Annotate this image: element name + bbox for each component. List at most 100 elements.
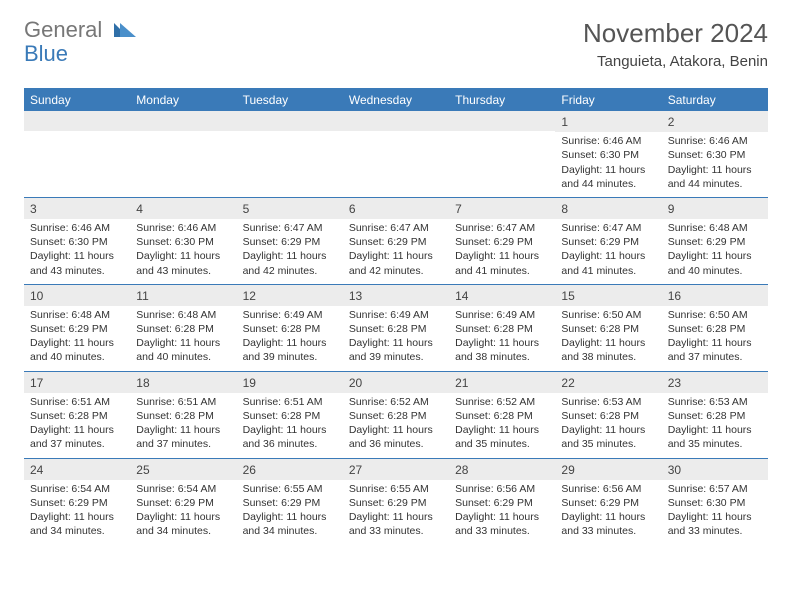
daylight-line: and 40 minutes. [30, 350, 124, 364]
sunrise-line: Sunrise: 6:57 AM [668, 482, 762, 496]
day-details: Sunrise: 6:51 AMSunset: 6:28 PMDaylight:… [237, 395, 343, 452]
day-details: Sunrise: 6:48 AMSunset: 6:29 PMDaylight:… [24, 308, 130, 365]
day-number: 22 [555, 372, 661, 393]
sunrise-line: Sunrise: 6:53 AM [668, 395, 762, 409]
day-number: 19 [237, 372, 343, 393]
calendar-cell: 27Sunrise: 6:55 AMSunset: 6:29 PMDayligh… [343, 458, 449, 544]
sunset-line: Sunset: 6:28 PM [243, 409, 337, 423]
day-number: 29 [555, 459, 661, 480]
sunrise-line: Sunrise: 6:48 AM [668, 221, 762, 235]
day-number [237, 111, 343, 131]
sunset-line: Sunset: 6:28 PM [243, 322, 337, 336]
col-header-wednesday: Wednesday [343, 88, 449, 111]
day-number: 2 [662, 111, 768, 132]
daylight-line: Daylight: 11 hours [668, 510, 762, 524]
calendar-table: Sunday Monday Tuesday Wednesday Thursday… [24, 88, 768, 544]
sunrise-line: Sunrise: 6:47 AM [455, 221, 549, 235]
sunset-line: Sunset: 6:29 PM [136, 496, 230, 510]
day-details: Sunrise: 6:50 AMSunset: 6:28 PMDaylight:… [555, 308, 661, 365]
sunset-line: Sunset: 6:30 PM [668, 148, 762, 162]
day-number: 18 [130, 372, 236, 393]
day-details: Sunrise: 6:47 AMSunset: 6:29 PMDaylight:… [555, 221, 661, 278]
sunset-line: Sunset: 6:29 PM [349, 235, 443, 249]
calendar-cell: 22Sunrise: 6:53 AMSunset: 6:28 PMDayligh… [555, 371, 661, 458]
title-block: November 2024 Tanguieta, Atakora, Benin [583, 18, 768, 70]
sunset-line: Sunset: 6:28 PM [349, 409, 443, 423]
col-header-saturday: Saturday [662, 88, 768, 111]
sunrise-line: Sunrise: 6:51 AM [243, 395, 337, 409]
daylight-line: and 43 minutes. [30, 264, 124, 278]
logo-word-general: General [24, 17, 102, 42]
day-number: 16 [662, 285, 768, 306]
daylight-line: Daylight: 11 hours [243, 423, 337, 437]
daylight-line: Daylight: 11 hours [243, 249, 337, 263]
daylight-line: Daylight: 11 hours [561, 423, 655, 437]
daylight-line: Daylight: 11 hours [243, 510, 337, 524]
daylight-line: Daylight: 11 hours [30, 423, 124, 437]
daylight-line: Daylight: 11 hours [136, 510, 230, 524]
sunrise-line: Sunrise: 6:50 AM [668, 308, 762, 322]
daylight-line: and 40 minutes. [668, 264, 762, 278]
daylight-line: and 36 minutes. [243, 437, 337, 451]
day-details: Sunrise: 6:54 AMSunset: 6:29 PMDaylight:… [130, 482, 236, 539]
calendar-cell: 11Sunrise: 6:48 AMSunset: 6:28 PMDayligh… [130, 284, 236, 371]
sunrise-line: Sunrise: 6:46 AM [30, 221, 124, 235]
calendar-cell: 21Sunrise: 6:52 AMSunset: 6:28 PMDayligh… [449, 371, 555, 458]
day-number: 23 [662, 372, 768, 393]
logo-text: General Blue [24, 18, 136, 66]
sunset-line: Sunset: 6:29 PM [455, 496, 549, 510]
sunset-line: Sunset: 6:30 PM [561, 148, 655, 162]
daylight-line: Daylight: 11 hours [668, 423, 762, 437]
calendar-cell: 13Sunrise: 6:49 AMSunset: 6:28 PMDayligh… [343, 284, 449, 371]
day-number: 12 [237, 285, 343, 306]
day-number: 14 [449, 285, 555, 306]
day-details: Sunrise: 6:48 AMSunset: 6:29 PMDaylight:… [662, 221, 768, 278]
daylight-line: and 42 minutes. [243, 264, 337, 278]
col-header-friday: Friday [555, 88, 661, 111]
day-number: 10 [24, 285, 130, 306]
col-header-sunday: Sunday [24, 88, 130, 111]
daylight-line: and 33 minutes. [349, 524, 443, 538]
daylight-line: Daylight: 11 hours [561, 510, 655, 524]
sunset-line: Sunset: 6:29 PM [243, 235, 337, 249]
day-details: Sunrise: 6:46 AMSunset: 6:30 PMDaylight:… [130, 221, 236, 278]
calendar-cell: 28Sunrise: 6:56 AMSunset: 6:29 PMDayligh… [449, 458, 555, 544]
sunset-line: Sunset: 6:29 PM [30, 322, 124, 336]
calendar-cell: 7Sunrise: 6:47 AMSunset: 6:29 PMDaylight… [449, 197, 555, 284]
day-number [24, 111, 130, 131]
daylight-line: Daylight: 11 hours [455, 423, 549, 437]
calendar-cell: 1Sunrise: 6:46 AMSunset: 6:30 PMDaylight… [555, 111, 661, 197]
day-number: 4 [130, 198, 236, 219]
day-number: 1 [555, 111, 661, 132]
day-details: Sunrise: 6:49 AMSunset: 6:28 PMDaylight:… [343, 308, 449, 365]
calendar-cell [130, 111, 236, 197]
daylight-line: and 38 minutes. [561, 350, 655, 364]
daylight-line: Daylight: 11 hours [455, 249, 549, 263]
day-details: Sunrise: 6:55 AMSunset: 6:29 PMDaylight:… [237, 482, 343, 539]
month-title: November 2024 [583, 18, 768, 49]
daylight-line: Daylight: 11 hours [455, 336, 549, 350]
col-header-thursday: Thursday [449, 88, 555, 111]
sunrise-line: Sunrise: 6:48 AM [30, 308, 124, 322]
daylight-line: Daylight: 11 hours [349, 423, 443, 437]
calendar-cell: 5 Sunrise: 6:47 AMSunset: 6:29 PMDaylight… [237, 197, 343, 284]
sunrise-line: Sunrise: 6:47 AM [243, 221, 337, 235]
day-details: Sunrise: 6:53 AMSunset: 6:28 PMDaylight:… [662, 395, 768, 452]
calendar-cell: 30Sunrise: 6:57 AMSunset: 6:30 PMDayligh… [662, 458, 768, 544]
day-number [449, 111, 555, 131]
day-number: 28 [449, 459, 555, 480]
day-number: 20 [343, 372, 449, 393]
sunset-line: Sunset: 6:28 PM [349, 322, 443, 336]
sunset-line: Sunset: 6:30 PM [136, 235, 230, 249]
sunrise-line: Sunrise: 6:51 AM [136, 395, 230, 409]
day-number: 24 [24, 459, 130, 480]
day-number: 21 [449, 372, 555, 393]
day-number: 17 [24, 372, 130, 393]
day-number: 6 [343, 198, 449, 219]
day-details: Sunrise: 6:50 AMSunset: 6:28 PMDaylight:… [662, 308, 768, 365]
day-number: 30 [662, 459, 768, 480]
sunrise-line: Sunrise: 6:46 AM [136, 221, 230, 235]
day-details: Sunrise: 6:51 AMSunset: 6:28 PMDaylight:… [130, 395, 236, 452]
day-number: 5 [237, 198, 343, 219]
daylight-line: and 37 minutes. [30, 437, 124, 451]
